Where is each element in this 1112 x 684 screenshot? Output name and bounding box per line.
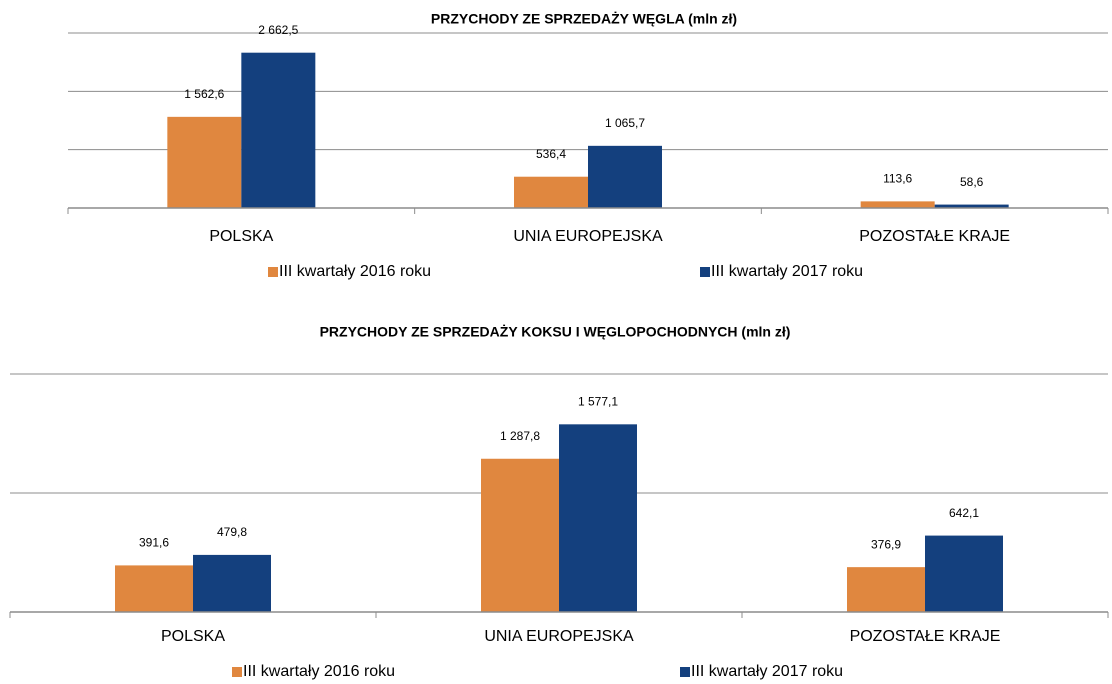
bar: [481, 458, 559, 612]
legend-swatch: [680, 667, 690, 677]
bar: [925, 535, 1003, 612]
value-label: 58,6: [960, 175, 984, 189]
bar: [241, 52, 316, 208]
bar: [847, 567, 925, 612]
value-label: 1 562,6: [184, 87, 224, 101]
value-label: 113,6: [883, 172, 912, 186]
bar: [115, 565, 193, 612]
value-label: 479,8: [217, 525, 247, 539]
value-label: 2 662,5: [258, 23, 298, 37]
bar: [167, 116, 242, 208]
legend-swatch: [700, 267, 710, 277]
bar: [934, 204, 1009, 208]
value-label: 642,1: [949, 506, 979, 520]
bar: [860, 201, 935, 208]
chart-title: PRZYCHODY ZE SPRZEDAŻY WĘGLA (mln zł): [431, 11, 737, 27]
value-label: 1 287,8: [500, 429, 540, 443]
value-label: 391,6: [139, 536, 169, 550]
bar: [588, 145, 662, 208]
bar: [193, 554, 271, 612]
value-label: 1 065,7: [605, 116, 645, 130]
x-tick-label: POZOSTAŁE KRAJE: [850, 628, 1001, 645]
x-tick-label: POLSKA: [161, 628, 225, 645]
chart-title: PRZYCHODY ZE SPRZEDAŻY KOKSU I WĘGLOPOCH…: [320, 324, 791, 340]
legend-swatch: [232, 667, 242, 677]
legend-label: III kwartały 2017 roku: [691, 663, 843, 680]
x-tick-label: POLSKA: [209, 228, 273, 245]
legend-swatch: [268, 267, 278, 277]
x-tick-label: UNIA EUROPEJSKA: [484, 628, 634, 645]
bar: [559, 424, 637, 612]
bar: [514, 176, 588, 208]
value-label: 1 577,1: [578, 394, 618, 408]
legend-label: III kwartały 2016 roku: [243, 663, 395, 680]
legend-label: III kwartały 2017 roku: [711, 263, 863, 280]
x-tick-label: POZOSTAŁE KRAJE: [859, 228, 1010, 245]
value-label: 536,4: [536, 147, 566, 161]
value-label: 376,9: [871, 537, 901, 551]
x-tick-label: UNIA EUROPEJSKA: [513, 228, 663, 245]
legend-label: III kwartały 2016 roku: [279, 263, 431, 280]
